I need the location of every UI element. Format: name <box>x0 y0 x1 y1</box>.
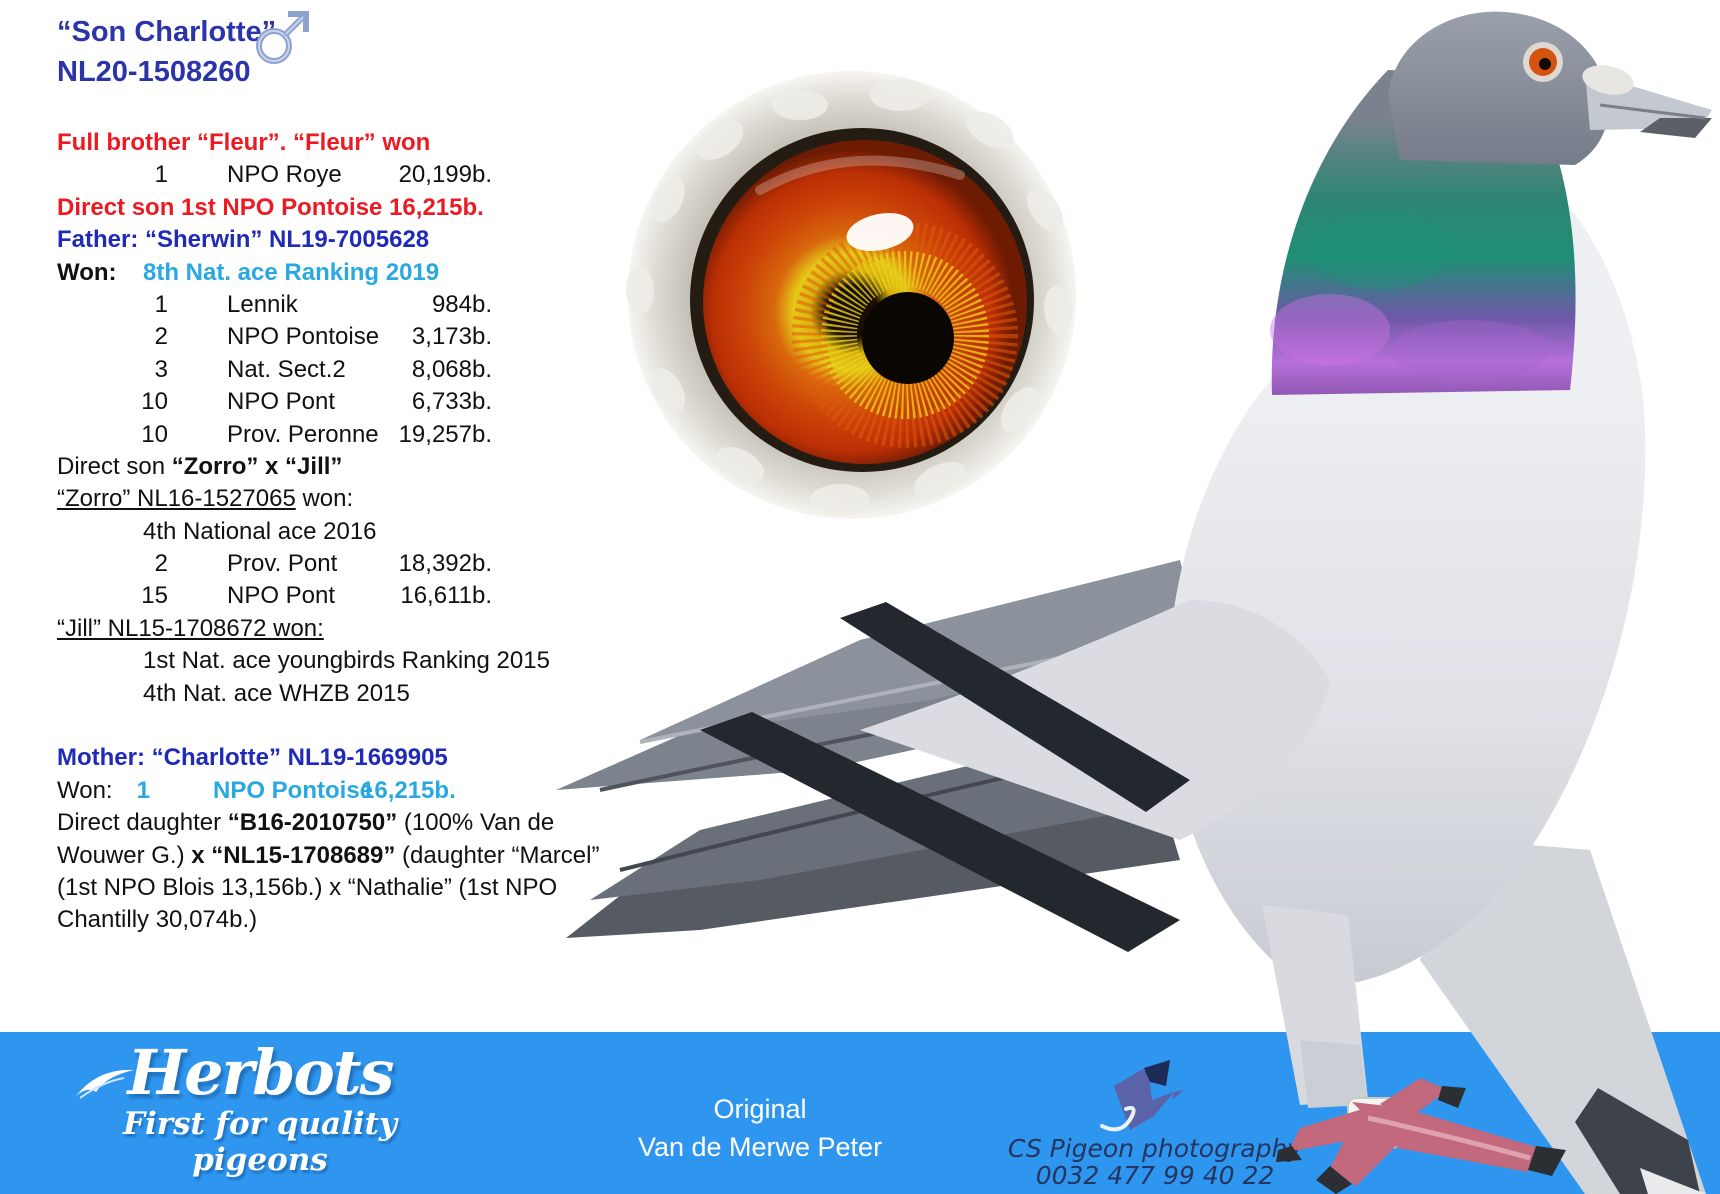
jill-header: “Jill” NL15-1708672 won: <box>57 614 324 642</box>
mother-won-row: Won: 1 NPO Pontoise 16,215b. <box>57 776 456 804</box>
zorro-ace-line: 4th National ace 2016 <box>143 517 377 545</box>
page-title: “Son Charlotte” NL20-1508260 <box>57 12 276 92</box>
herbots-logo-text: Herbots <box>127 1036 395 1109</box>
pedigree-text: Full brother “Fleur”. “Fleur” won 1 NPO … <box>57 127 600 937</box>
result-row: 3 Nat. Sect.2 8,068b. <box>154 355 492 383</box>
pigeon-ring-number: NL20-1508260 <box>57 56 251 88</box>
mother-para-line4: Chantilly 30,074b.) <box>57 906 258 934</box>
father-header: Father: “Sherwin” NL19-7005628 <box>57 226 430 254</box>
zorro-header: “Zorro” NL16-1527065 won: <box>57 485 354 513</box>
mother-para-line1: Direct daughter “B16-2010750” (100% Van … <box>57 809 555 837</box>
result-row: 1 Lennik 984b. <box>154 290 492 318</box>
result-row: 15 NPO Pont 16,611b. <box>141 582 492 610</box>
photography-name: CS Pigeon photography <box>1007 1134 1303 1163</box>
mother-para-line2: Wouwer G.) x “NL15-1708689” (daughter “M… <box>57 841 600 869</box>
fleur-header: Full brother “Fleur”. “Fleur” won <box>57 129 431 156</box>
photography-credit: CS Pigeon photography 0032 477 99 40 22 <box>1000 1135 1310 1189</box>
male-icon <box>256 11 309 64</box>
herbots-tagline: First for quality pigeons <box>122 1106 397 1178</box>
mother-para-line3: (1st NPO Blois 13,156b.) x “Nathalie” (1… <box>57 873 558 901</box>
father-won-line: Won: 8th Nat. ace Ranking 2019 <box>57 258 440 286</box>
spacer <box>57 710 597 742</box>
pigeon-name: “Son Charlotte” <box>57 16 277 48</box>
mother-header: Mother: “Charlotte” NL19-1669905 <box>57 744 448 772</box>
feather-icon <box>76 1069 134 1099</box>
herbots-logo: Herbots First for quality pigeons <box>60 1036 460 1179</box>
owner-name: Van de Merwe Peter <box>637 1132 883 1162</box>
pigeon-logo-icon <box>1100 1060 1184 1132</box>
jill-ace-line2: 4th Nat. ace WHZB 2015 <box>143 679 410 707</box>
photography-phone: 0032 477 99 40 22 <box>1035 1161 1275 1190</box>
original-label: Original <box>713 1094 807 1124</box>
direct-son-parents-line: Direct son “Zorro” x “Jill” <box>57 452 343 480</box>
direct-son-npo-line: Direct son 1st NPO Pontoise 16,215b. <box>57 193 484 221</box>
eye-photo <box>625 71 1076 519</box>
result-row: 10 NPO Pont 6,733b. <box>141 388 492 416</box>
result-row: 10 Prov. Peronne 19,257b. <box>141 420 492 448</box>
result-row: 1 NPO Roye 20,199b. <box>154 161 492 189</box>
result-row: 2 Prov. Pont 18,392b. <box>154 550 492 578</box>
result-row: 2 NPO Pontoise 3,173b. <box>154 323 492 351</box>
owner-credit: Original Van de Merwe Peter <box>580 1090 940 1166</box>
jill-ace-line1: 1st Nat. ace youngbirds Ranking 2015 <box>143 647 550 675</box>
